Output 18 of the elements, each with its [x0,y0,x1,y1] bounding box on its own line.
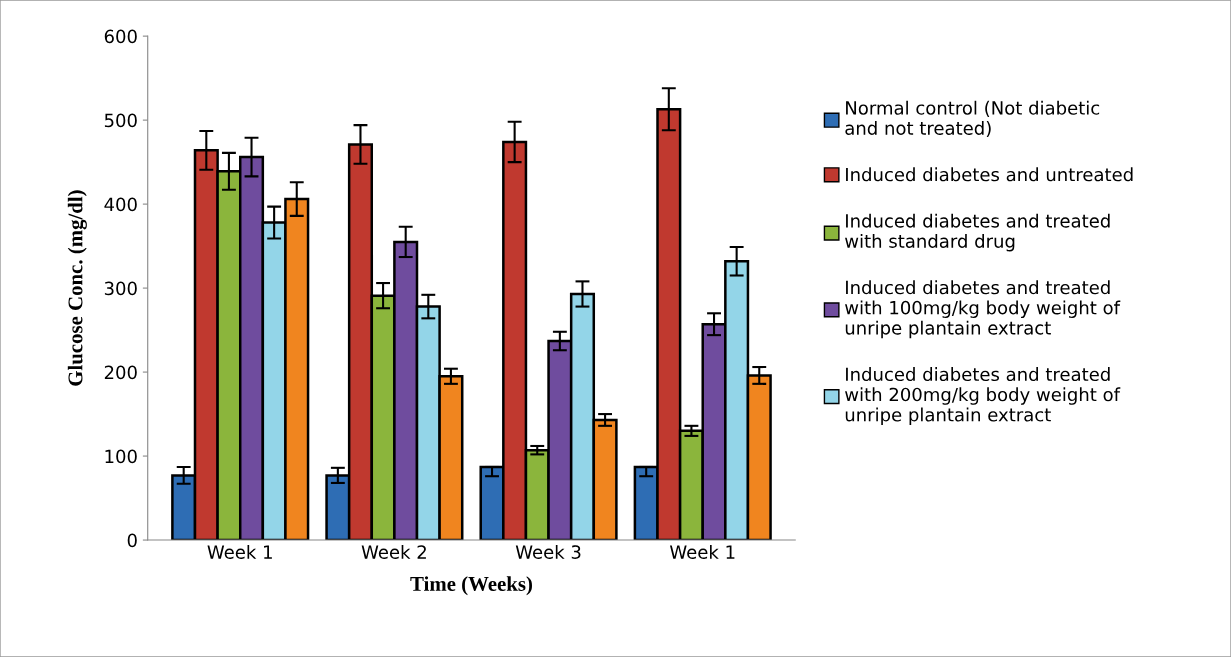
x-tick-label: Week 3 [515,544,581,559]
y-tick-label: 400 [104,197,137,212]
x-axis-title: Time (Weeks) [410,576,532,596]
y-tick-label: 100 [105,449,137,464]
y-tick-label: 300 [104,281,137,296]
y-tick-label: 500 [104,113,137,128]
legend-label: Normal control (Not diabetic and not treated) [845,100,1100,138]
legend-label: Induced diabetes and treated with 200mg/kg body weight of unripe plantain extract [845,367,1121,426]
legend-label: Induced diabetes and untreated [846,167,1133,182]
legend-label: Induced diabetes and treated with 100mg/kg body weight of unripe plantain extract [845,280,1121,339]
y-tick-label: 0 [127,533,137,548]
x-tick-label: Week 2 [361,544,426,559]
legend-label: Induced diabetes and treated with standard drug [845,213,1110,252]
x-tick-label: Week 1 [669,544,735,559]
y-tick-label: 600 [104,29,137,44]
x-tick-label: Week 1 [207,544,272,559]
y-axis-title: Glucose Conc. (mg/dl) [67,190,87,386]
y-tick-label: 200 [104,365,137,380]
